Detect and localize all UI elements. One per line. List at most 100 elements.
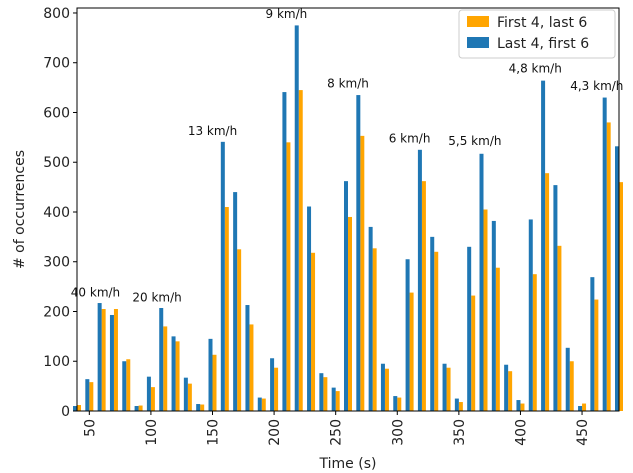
bar-last-4-first-6 xyxy=(307,206,312,411)
speed-annotation: 9 km/h xyxy=(266,7,308,21)
y-tick-label: 800 xyxy=(43,6,70,22)
bar-first-4-last-6 xyxy=(557,245,562,411)
x-tick-label: 300 xyxy=(390,419,406,446)
bar-last-4-first-6 xyxy=(565,347,570,411)
bar-last-4-first-6 xyxy=(171,336,176,411)
bar-last-4-first-6 xyxy=(615,146,619,411)
bar-first-4-last-6 xyxy=(372,248,377,411)
bar-last-4-first-6 xyxy=(368,226,373,411)
bar-first-4-last-6 xyxy=(495,267,500,411)
bar-first-4-last-6 xyxy=(384,368,389,411)
bar-first-4-last-6 xyxy=(212,354,217,411)
bar-first-4-last-6 xyxy=(77,405,81,411)
bar-last-4-first-6 xyxy=(159,308,164,411)
speed-annotation: 40 km/h xyxy=(71,286,120,300)
bar-last-4-first-6 xyxy=(122,361,127,411)
bar-last-4-first-6 xyxy=(183,377,188,411)
bar-first-4-last-6 xyxy=(360,135,365,411)
y-tick-label: 500 xyxy=(43,155,70,171)
bar-first-4-last-6 xyxy=(619,182,623,411)
bar-last-4-first-6 xyxy=(109,314,114,411)
y-axis-title: # of occurrences xyxy=(12,150,28,269)
speed-annotation: 6 km/h xyxy=(389,131,431,145)
bar-first-4-last-6 xyxy=(434,251,439,411)
y-tick-label: 100 xyxy=(43,354,70,370)
bar-last-4-first-6 xyxy=(146,376,151,411)
x-tick-label: 250 xyxy=(329,419,345,446)
bar-first-4-last-6 xyxy=(286,142,291,411)
x-tick-label: 50 xyxy=(82,419,98,437)
bar-last-4-first-6 xyxy=(578,406,583,411)
bar-first-4-last-6 xyxy=(163,326,168,411)
legend-swatch-first xyxy=(467,16,489,27)
bar-first-4-last-6 xyxy=(483,209,488,411)
x-tick-label: 100 xyxy=(144,419,160,446)
bar-first-4-last-6 xyxy=(582,403,587,411)
bar-last-4-first-6 xyxy=(331,387,336,411)
bar-first-4-last-6 xyxy=(175,341,180,411)
bar-last-4-first-6 xyxy=(97,303,102,411)
bar-last-4-first-6 xyxy=(85,379,90,411)
x-tick-label: 150 xyxy=(206,419,222,446)
bar-last-4-first-6 xyxy=(220,141,225,411)
bar-last-4-first-6 xyxy=(380,363,385,411)
bar-first-4-last-6 xyxy=(101,309,106,411)
bar-first-4-last-6 xyxy=(323,377,328,411)
x-tick-label: 450 xyxy=(575,419,591,446)
bar-last-4-first-6 xyxy=(405,259,410,411)
bar-last-4-first-6 xyxy=(270,358,275,411)
bar-first-4-last-6 xyxy=(126,359,131,411)
bar-last-4-first-6 xyxy=(245,305,250,411)
bar-first-4-last-6 xyxy=(569,361,574,411)
bar-last-4-first-6 xyxy=(491,220,496,411)
bar-first-4-last-6 xyxy=(311,252,316,411)
bar-first-4-last-6 xyxy=(187,383,192,411)
bar-last-4-first-6 xyxy=(417,149,422,412)
speed-annotation: 20 km/h xyxy=(132,291,181,305)
bar-first-4-last-6 xyxy=(471,295,476,411)
bar-first-4-last-6 xyxy=(348,216,352,411)
bar-first-4-last-6 xyxy=(446,367,451,411)
legend-label-first: First 4, last 6 xyxy=(497,15,587,31)
bar-first-4-last-6 xyxy=(409,292,414,411)
speed-annotation: 8 km/h xyxy=(327,77,369,91)
bar-first-4-last-6 xyxy=(237,249,242,411)
legend-swatch-last xyxy=(467,37,489,48)
annotations-layer: 40 km/h 20 km/h 13 km/h 9 km/h 8 km/h 6 km/h 5… xyxy=(71,7,624,305)
bar-first-4-last-6 xyxy=(138,405,143,411)
bar-first-4-last-6 xyxy=(545,173,550,411)
ticks-layer: 0 100 200 300 400 500 600 700 800 50 100 150 200 250 3… xyxy=(43,6,591,446)
bar-first-4-last-6 xyxy=(594,299,599,411)
bar-last-4-first-6 xyxy=(393,396,398,411)
legend-box xyxy=(458,9,616,59)
legend-label-last: Last 4, first 6 xyxy=(497,36,589,52)
bar-last-4-first-6 xyxy=(528,219,533,411)
bar-first-4-last-6 xyxy=(421,181,426,411)
bar-first-4-last-6 xyxy=(508,371,513,411)
bar-last-4-first-6 xyxy=(430,236,435,411)
bar-first-4-last-6 xyxy=(606,122,611,412)
bar-last-4-first-6 xyxy=(479,153,484,411)
bar-last-4-first-6 xyxy=(319,373,324,411)
y-tick-label: 200 xyxy=(43,304,70,320)
speed-annotation: 4,8 km/h xyxy=(509,62,562,76)
y-tick-label: 400 xyxy=(43,205,70,221)
bar-first-4-last-6 xyxy=(458,402,463,411)
bar-last-4-first-6 xyxy=(602,97,607,411)
speed-annotation: 5,5 km/h xyxy=(448,134,501,148)
y-tick-label: 600 xyxy=(43,105,70,121)
bar-last-4-first-6 xyxy=(504,364,509,411)
bar-last-4-first-6 xyxy=(553,185,558,411)
x-tick-label: 400 xyxy=(513,419,529,446)
x-tick-label: 350 xyxy=(452,419,468,446)
bar-first-4-last-6 xyxy=(113,309,118,411)
bar-last-4-first-6 xyxy=(454,398,459,411)
y-tick-label: 0 xyxy=(61,404,70,420)
bar-last-4-first-6 xyxy=(344,181,348,411)
bar-last-4-first-6 xyxy=(467,246,472,411)
plot-frame xyxy=(76,7,620,412)
bar-first-4-last-6 xyxy=(274,367,279,411)
bar-last-4-first-6 xyxy=(134,406,139,411)
bar-last-4-first-6 xyxy=(196,404,201,411)
